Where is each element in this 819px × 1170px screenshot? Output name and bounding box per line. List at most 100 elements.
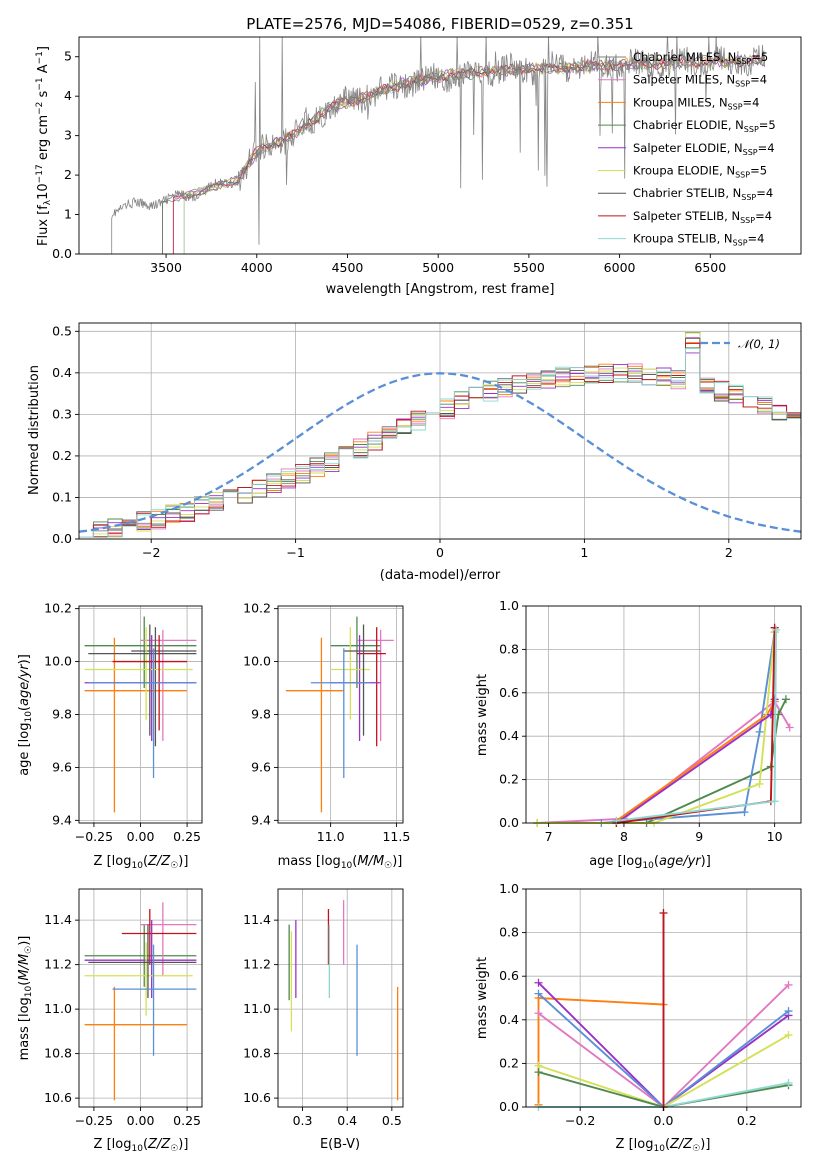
y-tick-label: 0.6 xyxy=(499,968,519,983)
y-tick-label: 0.0 xyxy=(499,815,519,830)
y-tick-label: 1 xyxy=(64,207,72,222)
weight-vs-age-xlabel: age [log10(age/yr)] xyxy=(589,854,711,871)
weight-marker xyxy=(534,1068,543,1077)
spectrum-ylabel: Flux [fλ10−17 erg cm−2 s−1 A−1] xyxy=(35,46,53,246)
weight-marker xyxy=(534,978,543,987)
x-tick-label: −0.25 xyxy=(75,1113,113,1128)
weight-marker xyxy=(785,723,794,732)
y-tick-label: 4 xyxy=(64,88,72,103)
errorbar-point xyxy=(84,924,197,987)
age-vs-Z-xlabel: Z [log10(Z/Z☉)] xyxy=(94,854,189,871)
errorbar-point xyxy=(84,986,188,1101)
weight-marker xyxy=(784,1079,793,1088)
y-tick-label: 9.4 xyxy=(52,812,72,827)
legend-entry: Kroupa STELIB, NSSP=4 xyxy=(633,232,764,248)
x-tick-label: −0.2 xyxy=(565,1113,595,1128)
errorbar-point xyxy=(131,627,197,747)
histogram-kroupa-miles xyxy=(79,342,801,538)
y-tick-label: 0.4 xyxy=(499,728,519,743)
x-tick-label: 3500 xyxy=(150,260,182,275)
weight-marker xyxy=(784,1031,793,1040)
x-tick-label: 0.4 xyxy=(337,1113,357,1128)
y-tick-label: 11.2 xyxy=(44,957,72,972)
y-tick-label: 9.6 xyxy=(52,759,72,774)
weight-vs-Z-panel: −0.2 0.0 0.2 0.0 0.2 0.4 0.6 0.8 1.0 xyxy=(499,881,802,1128)
plot-frame xyxy=(78,36,802,255)
x-tick-label: 7 xyxy=(545,829,553,844)
residuals-xlabel: (data-model)/error xyxy=(380,568,501,583)
svg-text:Z [log10(Z/Z☉)]: Z [log10(Z/Z☉)] xyxy=(94,854,189,871)
svg-text:mass [log10(M/M☉)]: mass [log10(M/M☉)] xyxy=(17,936,34,1061)
weight-marker xyxy=(781,695,790,704)
histogram-salpeter-elodie xyxy=(79,352,801,538)
residuals-panel: −2 −1 0 1 2 0.0 0.1 0.2 0.3 0.4 0.5 𝒩(0, 1) xyxy=(52,322,802,560)
x-tick-label: 0.25 xyxy=(173,829,201,844)
spectrum-line-chabrier-miles xyxy=(111,37,766,254)
y-tick-label: 0.3 xyxy=(52,406,72,421)
errorbar-point xyxy=(112,944,197,1056)
residuals-ylabel: Normed distribution xyxy=(27,365,42,495)
x-tick-label: 0.00 xyxy=(127,829,155,844)
x-tick-label: 11.5 xyxy=(382,829,410,844)
x-tick-label: 0.2 xyxy=(737,1113,757,1128)
y-tick-label: 0.4 xyxy=(499,1012,519,1027)
y-tick-label: 10.6 xyxy=(243,1090,271,1105)
x-tick-label: 0.5 xyxy=(382,1113,402,1128)
mass-vs-Z-xlabel: Z [log10(Z/Z☉)] xyxy=(94,1137,189,1154)
weight-series xyxy=(533,695,790,827)
legend-entry: Chabrier STELIB, NSSP=4 xyxy=(633,186,773,202)
errorbar-point xyxy=(84,616,197,689)
y-tick-label: 0.2 xyxy=(499,1055,519,1070)
weight-marker xyxy=(770,797,779,806)
legend-entry: Chabrier ELODIE, NSSP=5 xyxy=(633,118,776,134)
plot-frame xyxy=(525,605,802,824)
x-tick-label: 6000 xyxy=(604,260,636,275)
y-tick-label: 0.2 xyxy=(52,448,72,463)
y-tick-label: 5 xyxy=(64,49,72,64)
y-tick-label: 0.4 xyxy=(52,365,72,380)
y-tick-label: 10.8 xyxy=(243,1046,271,1061)
histogram-salpeter-stelib xyxy=(79,342,801,538)
y-tick-label: 3 xyxy=(64,128,72,143)
plot-frame xyxy=(277,888,404,1108)
y-tick-label: 10.6 xyxy=(44,1090,72,1105)
x-tick-label: 11.0 xyxy=(317,829,345,844)
errorbar-point xyxy=(285,637,344,813)
age-vs-Z-panel: −0.25 0.00 0.25 9.4 9.6 9.8 10.0 10.2 xyxy=(44,601,203,844)
mass-vs-ebv-panel: 0.3 0.4 0.5 10.6 10.8 11.0 11.2 11.4 xyxy=(243,888,404,1128)
y-tick-label: 11.0 xyxy=(44,1001,72,1016)
x-tick-label: 6500 xyxy=(694,260,726,275)
svg-text:Z [log10(Z/Z☉)]: Z [log10(Z/Z☉)] xyxy=(94,1137,189,1154)
errorbar-point xyxy=(330,616,381,689)
x-tick-label: 0.3 xyxy=(293,1113,313,1128)
weight-marker xyxy=(659,908,668,917)
legend-entry: Kroupa MILES, NSSP=4 xyxy=(633,95,759,111)
svg-text:Z [log10(Z/Z☉)]: Z [log10(Z/Z☉)] xyxy=(616,1137,711,1154)
weight-series xyxy=(659,908,668,1111)
age-vs-mass-xlabel: mass [log10(M/M☉)] xyxy=(278,854,403,871)
errorbar-point xyxy=(84,920,197,998)
errorbar-point xyxy=(84,637,188,813)
y-tick-label: 11.0 xyxy=(243,1001,271,1016)
legend-entry: Kroupa ELODIE, NSSP=5 xyxy=(633,164,767,180)
weight-marker xyxy=(784,980,793,989)
x-tick-label: 5000 xyxy=(422,260,454,275)
mass-vs-ebv-xlabel: E(B-V) xyxy=(320,1137,360,1152)
legend-entry: Salpeter STELIB, NSSP=4 xyxy=(633,209,772,225)
legend-entry: Chabrier MILES, NSSP=5 xyxy=(633,50,768,66)
y-tick-label: 0.6 xyxy=(499,685,519,700)
x-tick-label: 4000 xyxy=(241,260,273,275)
histogram-chabrier-stelib xyxy=(79,337,801,538)
spectrum-line-kroupa-stelib xyxy=(183,54,766,254)
y-tick-label: 0.0 xyxy=(52,246,72,261)
x-tick-label: 9 xyxy=(695,829,703,844)
y-tick-label: 10.0 xyxy=(243,654,271,669)
legend-entry: 𝒩(0, 1) xyxy=(738,337,780,351)
weight-series xyxy=(612,625,781,825)
legend-entry: Salpeter MILES, NSSP=4 xyxy=(633,73,767,89)
errorbar-point xyxy=(356,629,394,741)
weight-line xyxy=(601,631,776,824)
histogram-kroupa-elodie xyxy=(79,332,801,538)
x-tick-label: 1 xyxy=(580,545,588,560)
